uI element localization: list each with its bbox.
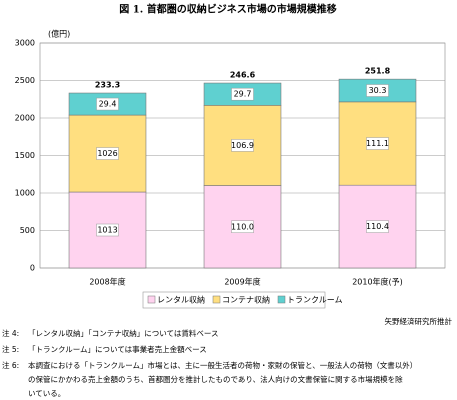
y-tick-label: 500 (20, 226, 35, 235)
x-tick-label: 2009年度 (224, 277, 260, 287)
value-label-bg (96, 223, 119, 237)
legend-label: コンテナ収納 (222, 295, 270, 305)
value-label: 110.4 (366, 222, 389, 231)
value-label-bg (231, 87, 254, 101)
y-tick-label: 3000 (15, 39, 35, 48)
value-label-bg (366, 84, 389, 97)
value-label: 30.3 (369, 86, 387, 95)
y-tick-label: 0 (30, 264, 35, 273)
value-label: 111.1 (366, 139, 389, 148)
legend-label: レンタル収納 (157, 295, 205, 305)
y-tick-label: 2500 (15, 76, 35, 85)
total-label: 251.8 (365, 67, 391, 76)
note-text: の保管にかかわる売上金額のうち、首都圏分を推計したものであり、法人向けの文書保管… (28, 374, 403, 384)
note-label: 注 6: (2, 360, 19, 370)
note-label: 注 4: (2, 328, 19, 338)
total-label: 246.6 (230, 71, 256, 80)
value-label-bg (366, 220, 389, 233)
note-text: 「レンタル収納」「コンテナ収納」については賃料ベース (28, 328, 219, 338)
value-label-bg (96, 147, 119, 160)
value-label: 1026 (97, 149, 117, 158)
value-label: 29.4 (99, 100, 117, 109)
value-label: 29.7 (234, 90, 252, 99)
value-label-bg (96, 97, 119, 111)
note-text: 「トランクルーム」については事業者売上金額ベース (28, 344, 207, 354)
y-tick-label: 1500 (15, 151, 35, 160)
value-label-bg (231, 139, 254, 152)
total-label: 233.3 (95, 81, 120, 90)
note-label: 注 5: (2, 344, 19, 354)
value-label: 106.9 (231, 141, 254, 150)
value-label-bg (231, 220, 254, 233)
legend-swatch (212, 295, 221, 304)
x-tick-label: 2010年度(予) (352, 277, 403, 287)
value-label: 110.0 (231, 222, 254, 231)
x-tick-label: 2008年度 (89, 277, 125, 287)
note-text: 本調査における「トランクルーム」市場とは、主に一般生活者の荷物・家財の保管と、一… (28, 360, 417, 370)
y-tick-label: 1000 (15, 189, 35, 198)
note-text: いている。 (28, 389, 65, 398)
legend-swatch (147, 295, 156, 304)
value-label-bg (366, 137, 389, 150)
legend-swatch (277, 295, 286, 304)
y-tick-label: 2000 (15, 114, 35, 123)
source: 矢野経済研究所推計 (385, 316, 453, 326)
y-axis-label: (億円) (48, 29, 70, 39)
value-label: 1013 (97, 226, 117, 235)
chart-title: 図 1. 首都圏の収納ビジネス市場の市場規模推移 (119, 3, 336, 16)
legend-label: トランクルーム (287, 296, 343, 305)
